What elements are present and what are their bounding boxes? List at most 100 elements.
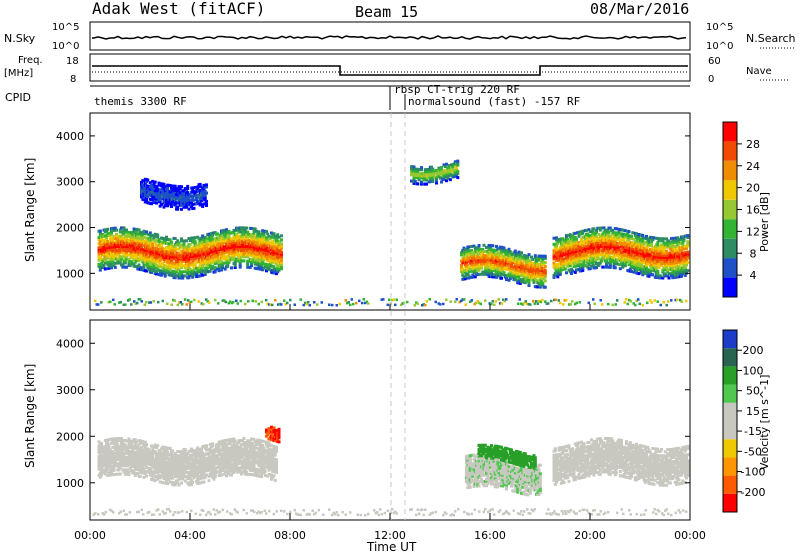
heatmap-cell xyxy=(626,242,630,246)
heatmap-cell xyxy=(630,245,633,249)
heatmap-cell xyxy=(136,248,140,252)
heatmap-cell xyxy=(136,234,140,238)
heatmap-cell xyxy=(213,268,217,272)
heatmap-cell xyxy=(192,267,196,271)
heatmap-cell xyxy=(235,241,238,245)
heatmap-cell xyxy=(500,247,503,251)
heatmap-cell xyxy=(643,255,647,259)
heatmap-cell xyxy=(163,247,167,251)
heatmap-cell xyxy=(107,231,111,235)
heatmap-cell xyxy=(245,226,248,230)
clutter-cell xyxy=(307,301,310,304)
heatmap-cell xyxy=(277,256,281,260)
heatmap-cell xyxy=(535,258,538,262)
heatmap-cell xyxy=(601,265,605,269)
heatmap-cell xyxy=(572,261,576,264)
heatmap-cell xyxy=(558,270,562,274)
clutter-cell xyxy=(260,300,263,304)
clutter-cell xyxy=(557,299,560,302)
heatmap-cell xyxy=(480,260,483,264)
heatmap-cell xyxy=(210,258,213,262)
heatmap-cell xyxy=(160,202,163,206)
heatmap-cell xyxy=(158,200,162,204)
freq-label-line2: [MHz] xyxy=(4,68,33,79)
heatmap-cell xyxy=(555,246,558,250)
clutter-cell xyxy=(676,298,679,301)
heatmap-cell xyxy=(513,249,517,253)
heatmap-cell xyxy=(130,260,133,264)
heatmap-cell xyxy=(235,228,238,232)
heatmap-cell xyxy=(140,266,143,270)
heatmap-cell xyxy=(205,237,208,241)
heatmap-cell xyxy=(160,273,163,277)
heatmap-cell xyxy=(505,276,508,279)
heatmap-cell xyxy=(581,266,585,270)
station-title: Adak West (fitACF) xyxy=(92,0,265,18)
heatmap-cell xyxy=(656,237,660,240)
heatmap-cell xyxy=(211,233,215,237)
heatmap-cell xyxy=(140,245,143,249)
clutter-cell xyxy=(392,298,395,301)
heatmap-cell xyxy=(271,240,275,244)
heatmap-cell xyxy=(611,230,615,234)
heatmap-cell xyxy=(176,253,180,257)
heatmap-cell xyxy=(188,269,192,273)
heatmap-cell xyxy=(540,265,543,268)
heatmap-cell xyxy=(210,244,213,248)
heatmap-cell xyxy=(467,245,471,249)
heatmap-cell xyxy=(663,243,667,247)
heatmap-cell xyxy=(678,262,682,266)
heatmap-cell xyxy=(216,240,220,244)
heatmap-cell xyxy=(260,253,263,257)
heatmap-cell xyxy=(608,234,612,238)
heatmap-cell xyxy=(666,245,670,249)
heatmap-cell xyxy=(507,262,511,266)
heatmap-cell xyxy=(647,239,651,243)
heatmap-cell xyxy=(553,267,557,271)
heatmap-cell xyxy=(678,266,682,270)
heatmap-cell xyxy=(673,275,677,279)
heatmap-cell xyxy=(582,258,586,262)
heatmap-cell xyxy=(142,266,146,270)
heatmap-cell xyxy=(521,270,525,274)
heatmap-cell xyxy=(123,261,127,265)
clutter-cell xyxy=(587,301,590,305)
heatmap-cell xyxy=(555,273,558,277)
heatmap-cell xyxy=(526,254,530,258)
heatmap-cell xyxy=(103,261,107,265)
heatmap-cell xyxy=(595,262,598,265)
heatmap-cell xyxy=(148,235,152,239)
heatmap-cell xyxy=(678,260,682,264)
heatmap-cell xyxy=(228,241,232,245)
heatmap-cell xyxy=(586,242,590,246)
heatmap-cell xyxy=(161,249,165,253)
heatmap-cell xyxy=(571,234,575,238)
heatmap-cell xyxy=(205,268,208,272)
heatmap-cell xyxy=(203,273,207,276)
clutter-cell xyxy=(149,301,152,304)
clutter-cell xyxy=(152,300,155,303)
heatmap-cell xyxy=(243,228,247,232)
heatmap-cell xyxy=(186,249,190,253)
clutter-cell xyxy=(308,304,311,307)
heatmap-cell xyxy=(233,263,237,267)
heatmap-cell xyxy=(638,266,642,270)
heatmap-cell xyxy=(560,245,563,249)
clutter-cell xyxy=(190,300,193,304)
heatmap-cell xyxy=(500,254,503,258)
clutter-cell xyxy=(299,298,302,301)
heatmap-cell xyxy=(183,195,187,199)
heatmap-cell xyxy=(655,265,658,269)
heatmap-cell xyxy=(130,251,133,255)
heatmap-cell xyxy=(268,262,272,266)
heatmap-cell xyxy=(605,253,608,257)
clutter-cell xyxy=(592,298,595,301)
heatmap-cell xyxy=(131,237,135,241)
heatmap-cell xyxy=(665,241,668,245)
heatmap-cell xyxy=(256,238,260,242)
heatmap-cell xyxy=(460,263,463,267)
heatmap-cell xyxy=(557,250,561,254)
heatmap-cell xyxy=(633,234,637,237)
heatmap-cell xyxy=(122,253,126,257)
heatmap-cell xyxy=(552,275,556,279)
